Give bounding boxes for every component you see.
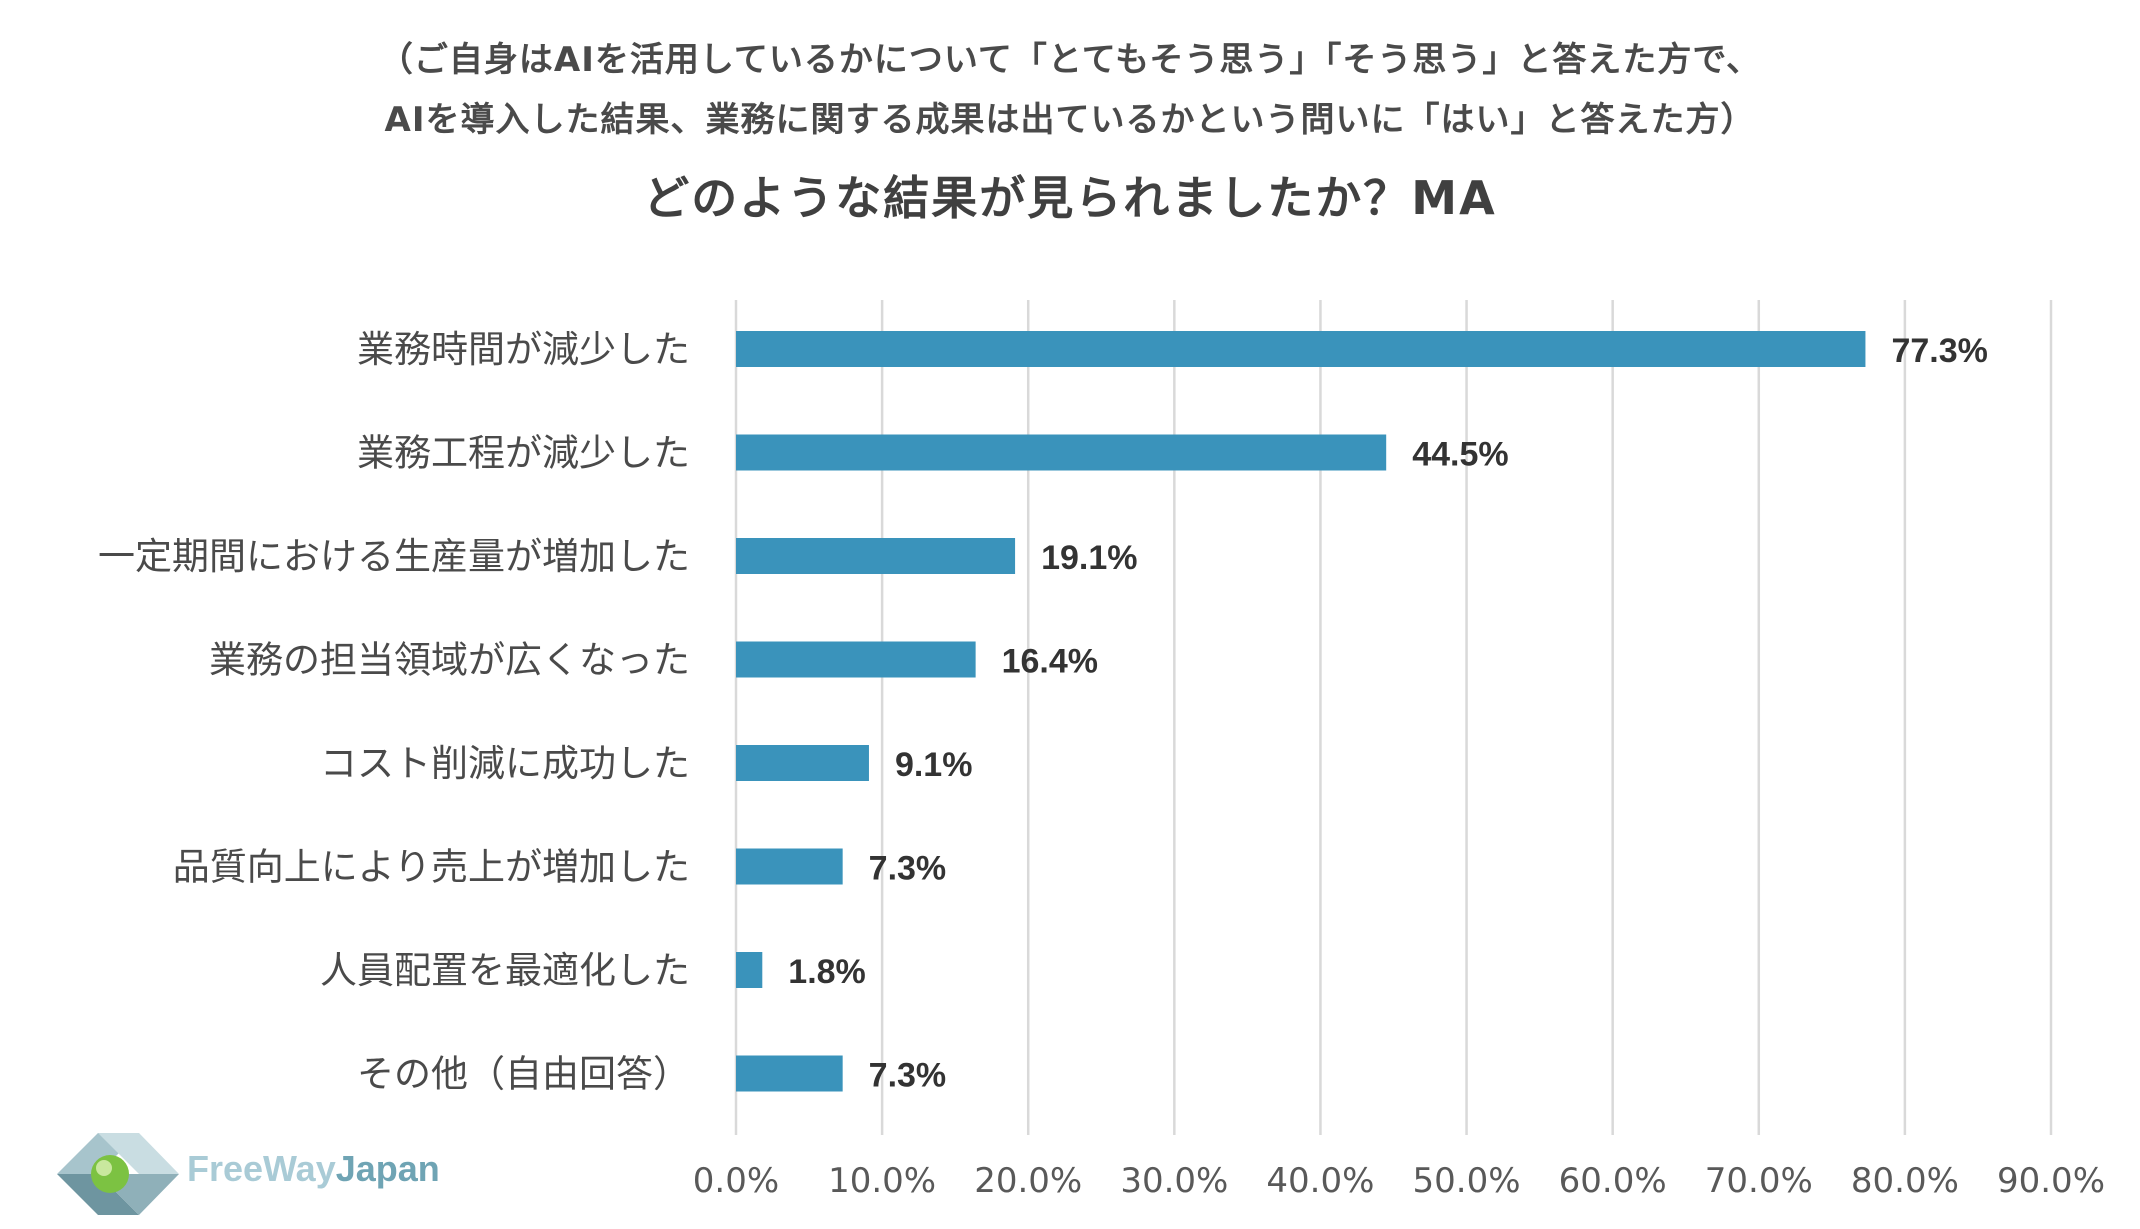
- data-label: 16.4%: [1002, 643, 1098, 681]
- data-label: 77.3%: [1891, 332, 1987, 370]
- chart-subtitle-line-2: AIを導入した結果、業務に関する成果は出ているかという問いに「はい」と答えた方）: [384, 100, 1756, 140]
- x-tick-label: 50.0%: [1413, 1161, 1521, 1201]
- x-tick-label: 10.0%: [828, 1161, 936, 1201]
- chart-title: どのような結果が見られましたか？MA: [643, 171, 1497, 225]
- bar: [736, 745, 869, 781]
- data-label: 9.1%: [895, 746, 973, 784]
- data-label: 44.5%: [1412, 436, 1508, 474]
- data-label: 7.3%: [869, 850, 947, 888]
- category-label: 人員配置を最適化した: [320, 949, 690, 992]
- bar: [736, 952, 763, 988]
- x-tick-label: 0.0%: [693, 1161, 779, 1201]
- x-tick-label: 60.0%: [1559, 1161, 1667, 1201]
- chart-subtitle-line-1: （ご自身はAIを活用しているかについて「とてもそう思う」「そう思う」と答えた方で…: [378, 40, 1762, 80]
- data-label: 7.3%: [869, 1057, 947, 1095]
- category-label: 業務工程が減少した: [357, 432, 690, 475]
- x-tick-label: 80.0%: [1851, 1161, 1959, 1201]
- category-label: 業務時間が減少した: [357, 328, 690, 371]
- logo-wordmark: FreeWayJapan: [187, 1148, 440, 1190]
- data-label: 19.1%: [1041, 539, 1137, 577]
- bar: [736, 848, 843, 885]
- category-label: 業務の担当領域が広くなった: [209, 639, 690, 682]
- bar: [736, 331, 1866, 367]
- x-tick-label: 70.0%: [1705, 1161, 1813, 1201]
- bar: [736, 434, 1387, 471]
- data-label: 1.8%: [788, 953, 866, 991]
- logo-text-freeway: FreeWay: [187, 1148, 336, 1189]
- category-label: 品質向上により売上が増加した: [173, 846, 690, 889]
- bar: [736, 538, 1016, 574]
- logo-mark-icon: [57, 1133, 179, 1215]
- category-label: その他（自由回答）: [357, 1053, 690, 1096]
- x-tick-label: 30.0%: [1120, 1161, 1228, 1201]
- freewayjapan-logo: FreeWayJapan: [52, 1128, 472, 1220]
- bar: [736, 1055, 843, 1092]
- category-label: 一定期間における生産量が増加した: [98, 535, 690, 578]
- chart-titles: （ご自身はAIを活用しているかについて「とてもそう思う」「そう思う」と答えた方で…: [0, 30, 2140, 228]
- category-label: コスト削減に成功した: [320, 742, 690, 785]
- logo-text-japan: Japan: [335, 1148, 440, 1189]
- x-tick-label: 20.0%: [974, 1161, 1082, 1201]
- bar: [736, 641, 976, 678]
- x-tick-label: 90.0%: [1997, 1161, 2105, 1201]
- x-tick-label: 40.0%: [1266, 1161, 1374, 1201]
